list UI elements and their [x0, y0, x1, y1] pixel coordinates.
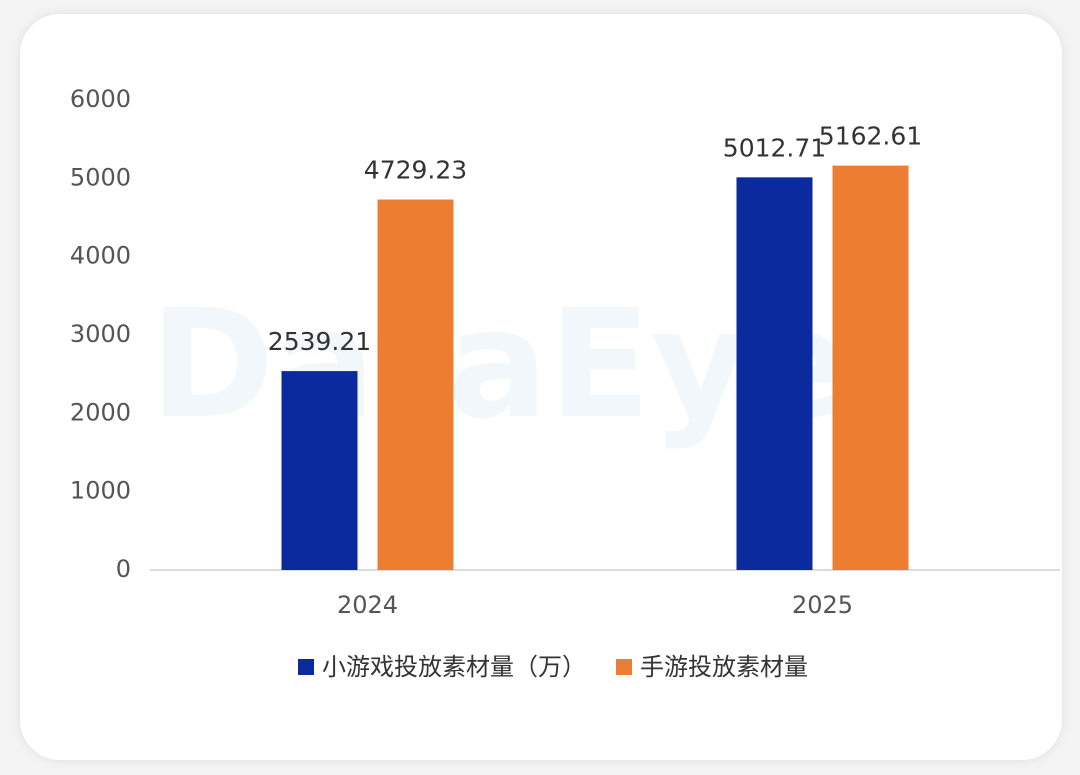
y-tick-label: 0: [116, 555, 131, 583]
y-tick-label: 6000: [70, 85, 131, 113]
y-tick-label: 2000: [70, 398, 131, 426]
y-tick-label: 1000: [70, 477, 131, 505]
legend-swatch: [616, 659, 632, 675]
legend-label: 小游戏投放素材量（万）: [322, 653, 586, 681]
watermark: DataEye: [150, 278, 851, 452]
legend-swatch: [298, 659, 314, 675]
value-label: 4729.23: [364, 156, 467, 185]
y-tick-label: 4000: [70, 242, 131, 270]
legend-label: 手游投放素材量: [640, 653, 808, 681]
y-tick-label: 5000: [70, 163, 131, 191]
bar: [832, 165, 909, 570]
value-label: 5162.61: [819, 122, 922, 151]
value-label: 5012.71: [723, 133, 826, 162]
bar: [736, 177, 813, 571]
y-tick-label: 3000: [70, 320, 131, 348]
bar: [377, 199, 454, 571]
x-tick-label: 2025: [792, 591, 853, 619]
value-label: 2539.21: [268, 327, 371, 356]
bar: [281, 371, 358, 570]
x-tick-label: 2024: [337, 591, 398, 619]
